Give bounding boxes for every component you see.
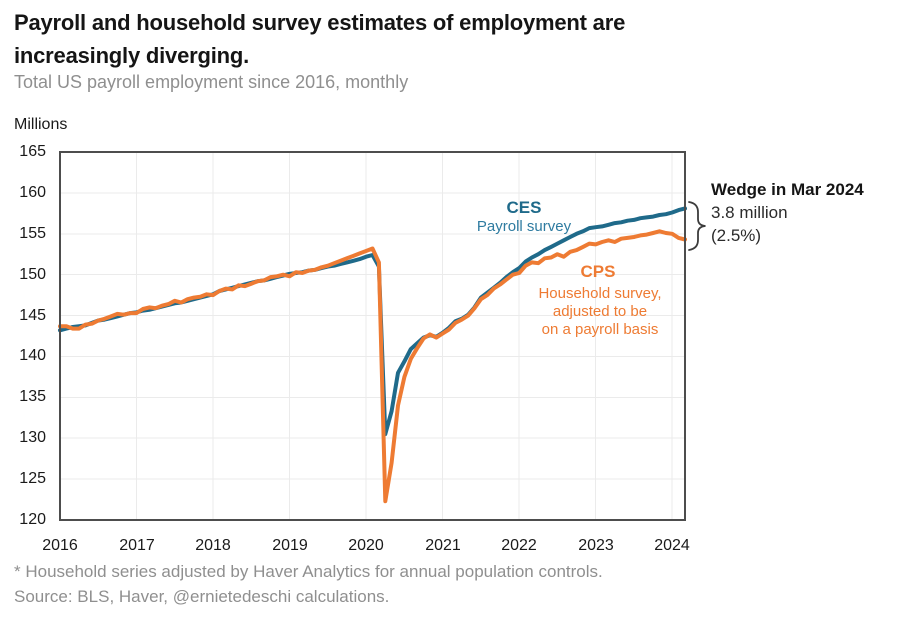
x-tick-label: 2023 (578, 537, 614, 554)
y-tick-label: 150 (19, 266, 46, 283)
x-tick-label: 2017 (119, 537, 155, 554)
y-tick-label: 145 (19, 307, 46, 324)
y-tick-label: 120 (19, 511, 46, 528)
y-tick-label: 125 (19, 470, 46, 487)
series-line-cps (58, 229, 687, 504)
brace-icon (688, 201, 706, 251)
plot-border (59, 151, 686, 521)
x-tick-label: 2016 (42, 537, 78, 554)
y-tick-label: 135 (19, 388, 46, 405)
x-tick-label: 2020 (348, 537, 384, 554)
x-tick-label: 2019 (272, 537, 308, 554)
series-sublabel-ces: Payroll survey (476, 218, 572, 235)
annotation-percent: (2.5%) (711, 226, 762, 245)
series-sublabel-cps-line3: on a payroll basis (541, 321, 659, 338)
annotation-value: 3.8 million (711, 203, 788, 222)
x-tick-label: 2021 (425, 537, 461, 554)
source-line: Source: BLS, Haver, @ernietedeschi calcu… (14, 587, 390, 606)
series-sublabel-cps-line2: adjusted to be (552, 303, 648, 320)
y-tick-label: 165 (19, 143, 46, 160)
page-title-line1: Payroll and household survey estimates o… (14, 10, 626, 35)
x-tick-label: 2022 (501, 537, 537, 554)
y-tick-label: 140 (19, 347, 46, 364)
x-tick-label: 2018 (195, 537, 231, 554)
y-axis-unit-label: Millions (14, 116, 68, 133)
y-tick-label: 130 (19, 429, 46, 446)
y-tick-label: 155 (19, 225, 46, 242)
series-label-cps: CPS (580, 262, 616, 281)
series-label-ces: CES (506, 198, 542, 217)
page-title-line2: increasingly diverging. (14, 43, 250, 68)
footnote: * Household series adjusted by Haver Ana… (14, 562, 603, 581)
annotation-title: Wedge in Mar 2024 (711, 180, 864, 199)
y-tick-label: 160 (19, 184, 46, 201)
series-lines (58, 206, 687, 504)
x-tick-label: 2024 (654, 537, 690, 554)
series-sublabel-cps-line1: Household survey, (538, 285, 662, 302)
page-subtitle: Total US payroll employment since 2016, … (14, 72, 409, 92)
